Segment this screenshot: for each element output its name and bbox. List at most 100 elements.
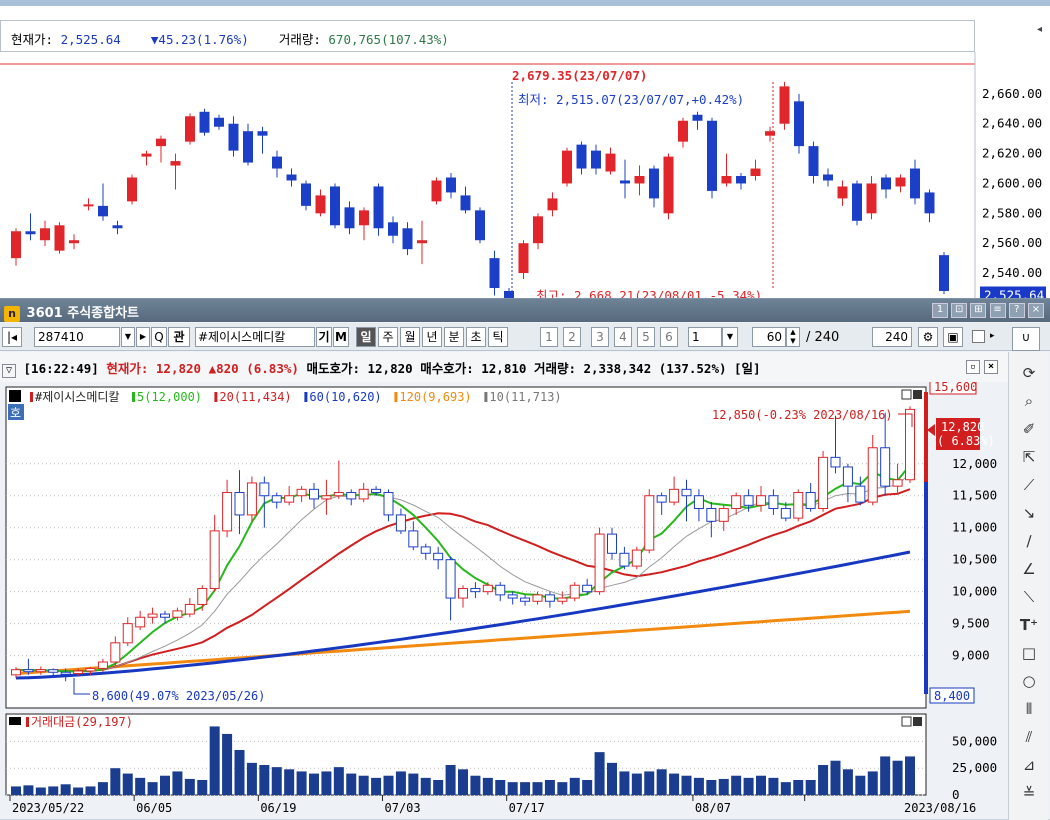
volume-bar [11,786,21,795]
index-candle-body [40,228,50,241]
volume-bar [433,780,444,795]
volume-bar [544,780,555,795]
index-candle-body [562,150,572,184]
price-candle-body [458,587,468,599]
interval-stepper[interactable]: ▲ ▼ [786,327,800,347]
volume-bar [656,769,667,795]
text-tool-icon[interactable]: T⁺ [1019,616,1039,634]
fan-icon[interactable]: ⊿ [1022,756,1036,774]
price-candle-body [60,671,71,675]
price-candle-body [520,597,531,602]
num-tab-5[interactable]: 5 [637,327,655,347]
save-icon[interactable]: ▣ [943,327,963,347]
restore-icon[interactable]: ⊞ [970,303,987,318]
volume-bar [371,777,382,795]
period-tab-year[interactable]: 년 [422,327,442,347]
symbol-name-field[interactable]: #제이시스메디칼 [195,327,315,347]
price-candle-body [284,495,295,503]
index-candle-body [185,116,195,142]
quote-restore-icon[interactable]: ▫ [966,360,980,374]
period-tab-minute[interactable]: 분 [444,327,464,347]
index-candle-body [257,131,268,136]
volume-bar [48,786,59,795]
period-tab-second[interactable]: 초 [466,327,486,347]
price-y-tick: 9,000 [952,648,990,663]
index-y-tick: 2,660.00 [982,86,1042,101]
num-input[interactable]: 1 [688,327,722,347]
link-number-icon[interactable]: 1 [932,303,949,318]
num-tab-4[interactable]: 4 [614,327,632,347]
hoga-badge-bg [8,404,24,420]
filter-icon[interactable]: ▽ [2,364,16,378]
vertical-lines-icon[interactable]: ⦀ [1025,700,1033,718]
current-tag-bg [936,418,980,450]
more-arrow-icon[interactable]: ▸ [990,331,995,341]
refresh-icon[interactable]: ⟳ [1022,364,1036,382]
volume-bar [644,771,655,795]
volume-bar [346,773,357,795]
search-button[interactable]: Q [151,327,167,347]
line-icon[interactable]: ∕ [1026,532,1032,550]
num-tab-3[interactable]: 3 [591,327,609,347]
first-page-icon[interactable]: |◂ [2,327,22,347]
eraser-icon[interactable]: ✐ [1022,420,1036,438]
num-tab-2[interactable]: 2 [563,327,581,347]
rectangle-icon[interactable]: □ [1021,644,1037,662]
period-tab-day[interactable]: 일 [356,327,376,347]
pin-icon[interactable]: ⊡ [951,303,968,318]
price-candle-body [544,594,555,602]
index-candle-body [649,168,659,199]
close-icon[interactable]: × [1028,303,1044,318]
circle-icon[interactable]: ○ [1022,672,1036,690]
zoom-icon[interactable]: ⌕ [1024,392,1034,410]
current-tag-arrow [927,424,935,436]
top-tag: 15,600 [934,382,977,394]
index-y-tick: 2,640.00 [982,116,1042,131]
bottom-tag-box [929,687,975,704]
num-tab-6[interactable]: 6 [660,327,678,347]
unit-button[interactable]: ∪ [1012,327,1040,351]
symbol-code-input[interactable]: 287410 [34,327,120,347]
collapse-arrow-icon[interactable]: ◂ [1037,24,1043,35]
num-dropdown-icon[interactable]: ▼ [722,327,738,347]
g-button[interactable]: 기 [316,327,332,347]
help-icon[interactable]: ? [1008,303,1025,318]
checkbox-icon[interactable] [972,330,985,343]
settings-icon[interactable]: ⚙ [918,327,938,347]
index-candle-body [779,86,790,124]
menu-icon[interactable]: ≡ [989,303,1006,318]
gann-icon[interactable]: ≚ [1022,784,1036,802]
index-candle-body [243,131,253,163]
legend-ma20: 20(11,434) [219,390,291,404]
arrow-line-icon[interactable]: ↘ [1022,504,1036,522]
index-candle-body [417,240,427,244]
index-change: ▼45.23(1.76%) [150,32,249,47]
index-candle-body [794,101,804,147]
volume-bar [830,760,841,795]
next-symbol-icon[interactable]: ▶ [136,327,150,347]
price-candle-body [743,495,754,506]
pointer-icon[interactable]: ⇱ [1022,448,1036,466]
quote-close-icon[interactable]: × [984,360,998,374]
trend-line-icon[interactable]: ⟋ [1023,476,1035,494]
quote-price-label: 현재가: [106,361,149,376]
drawing-toolbar: ⟳ ⌕ ✐ ⇱ ⟋ ↘ ∕ ∠ ⟍ T⁺ □ ○ ⦀ ⫽ ⊿ ≚ [1008,352,1048,820]
num-tab-1[interactable]: 1 [540,327,558,347]
index-candle-body [127,177,137,202]
period-tab-month[interactable]: 월 [400,327,420,347]
price-volume-chart: 12,000 11,500 11,000 10,500 10,000 9,500 9,000… [5,382,997,815]
period-tab-tick[interactable]: 틱 [488,327,508,347]
fibonacci-icon[interactable]: ⫽ [1025,728,1033,746]
index-candle-body [707,120,717,191]
interest-button[interactable]: 관 [168,327,190,347]
pen-icon[interactable]: ⟍ [1023,588,1035,606]
volume-bar [197,780,208,795]
index-candle-body [11,231,21,259]
m-button[interactable]: M [333,327,349,347]
period-tab-week[interactable]: 주 [378,327,398,347]
index-candle-body [837,186,848,199]
symbol-dropdown-icon[interactable]: ▼ [121,327,135,347]
angle-icon[interactable]: ∠ [1022,560,1036,578]
count-input[interactable]: 240 [872,327,912,347]
interval-input[interactable]: 60 [752,327,786,347]
